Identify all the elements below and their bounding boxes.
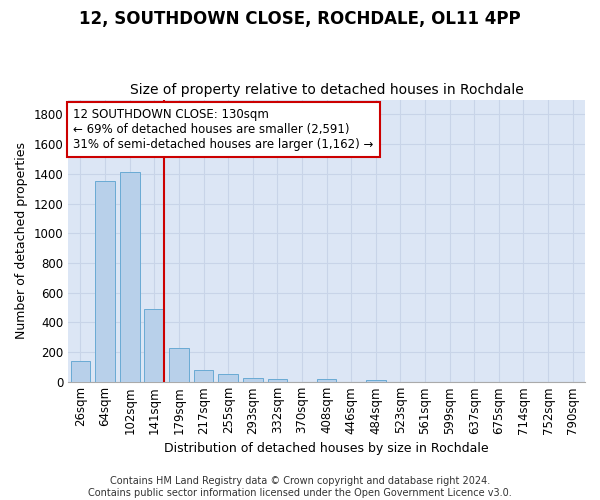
Text: 12 SOUTHDOWN CLOSE: 130sqm
← 69% of detached houses are smaller (2,591)
31% of s: 12 SOUTHDOWN CLOSE: 130sqm ← 69% of deta… — [73, 108, 374, 151]
Bar — [95, 180, 115, 382]
Bar — [71, 361, 91, 382]
Bar — [366, 380, 386, 382]
Bar — [120, 172, 140, 382]
Text: 12, SOUTHDOWN CLOSE, ROCHDALE, OL11 4PP: 12, SOUTHDOWN CLOSE, ROCHDALE, OL11 4PP — [79, 10, 521, 28]
Bar — [218, 374, 238, 382]
Bar — [243, 378, 263, 382]
Bar — [145, 309, 164, 382]
Title: Size of property relative to detached houses in Rochdale: Size of property relative to detached ho… — [130, 83, 523, 97]
Bar — [268, 379, 287, 382]
Text: Contains HM Land Registry data © Crown copyright and database right 2024.
Contai: Contains HM Land Registry data © Crown c… — [88, 476, 512, 498]
Bar — [194, 370, 214, 382]
X-axis label: Distribution of detached houses by size in Rochdale: Distribution of detached houses by size … — [164, 442, 489, 455]
Y-axis label: Number of detached properties: Number of detached properties — [15, 142, 28, 339]
Bar — [169, 348, 189, 382]
Bar — [317, 380, 337, 382]
